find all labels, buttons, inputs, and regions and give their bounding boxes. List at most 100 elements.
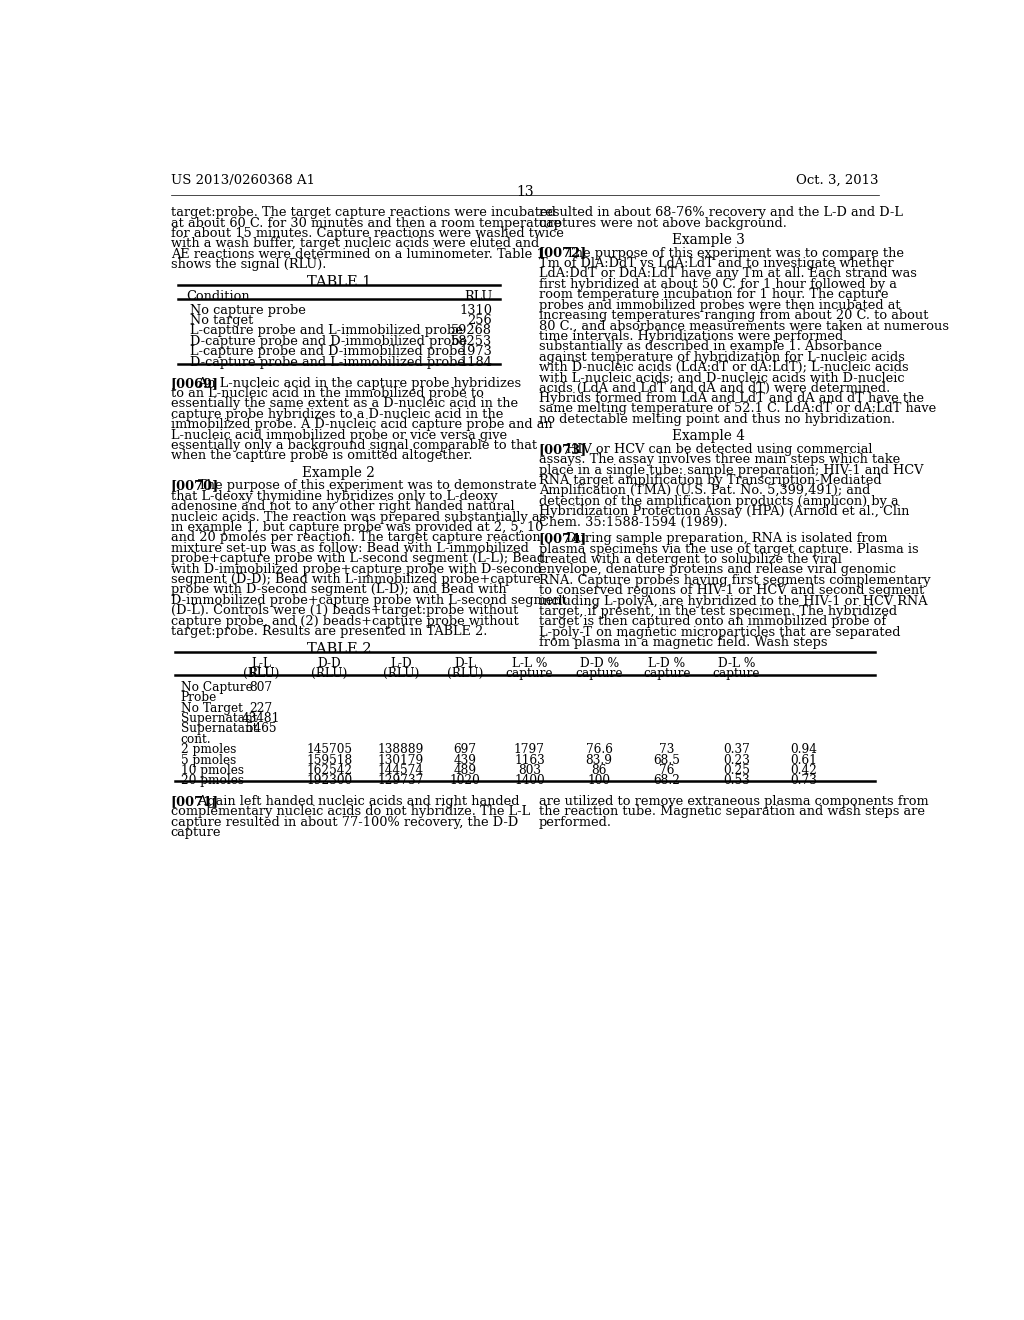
Text: D-L: D-L — [454, 657, 476, 671]
Text: L-L: L-L — [251, 657, 271, 671]
Text: L-nucleic acid immobilized probe or vice versa give: L-nucleic acid immobilized probe or vice… — [171, 429, 507, 442]
Text: capture probe, and (2) beads+capture probe without: capture probe, and (2) beads+capture pro… — [171, 615, 518, 627]
Text: 159518: 159518 — [306, 754, 352, 767]
Text: Hybridization Protection Assay (HPA) (Arnold et al., Clin: Hybridization Protection Assay (HPA) (Ar… — [539, 506, 909, 519]
Text: to an L-nucleic acid in the immobilized probe to: to an L-nucleic acid in the immobilized … — [171, 387, 483, 400]
Text: 68.2: 68.2 — [653, 775, 680, 788]
Text: L-poly-T on magnetic microparticles that are separated: L-poly-T on magnetic microparticles that… — [539, 626, 900, 639]
Text: 256: 256 — [468, 314, 493, 327]
Text: D-capture probe and D-immobilized probe: D-capture probe and D-immobilized probe — [190, 335, 467, 347]
Text: 129737: 129737 — [378, 775, 424, 788]
Text: D-L %: D-L % — [718, 657, 755, 671]
Text: [0072]: [0072] — [539, 247, 587, 260]
Text: place in a single tube: sample preparation; HIV-1 and HCV: place in a single tube: sample preparati… — [539, 463, 923, 477]
Text: from plasma in a magnetic field. Wash steps: from plasma in a magnetic field. Wash st… — [539, 636, 827, 649]
Text: No Target: No Target — [180, 702, 243, 714]
Text: An L-nucleic acid in the capture probe hybridizes: An L-nucleic acid in the capture probe h… — [194, 376, 521, 389]
Text: 83.9: 83.9 — [586, 754, 612, 767]
Text: room temperature incubation for 1 hour. The capture: room temperature incubation for 1 hour. … — [539, 288, 888, 301]
Text: envelope, denature proteins and release viral genomic: envelope, denature proteins and release … — [539, 564, 896, 577]
Text: Example 2: Example 2 — [302, 466, 375, 480]
Text: target:probe. Results are presented in TABLE 2.: target:probe. Results are presented in T… — [171, 626, 487, 638]
Text: the reaction tube. Magnetic separation and wash steps are: the reaction tube. Magnetic separation a… — [539, 805, 925, 818]
Text: probe with D-second segment (L-D); and Bead with: probe with D-second segment (L-D); and B… — [171, 583, 506, 597]
Text: RNA. Capture probes having first segments complementary: RNA. Capture probes having first segment… — [539, 574, 931, 587]
Text: adenosine and not to any other right handed natural: adenosine and not to any other right han… — [171, 500, 514, 513]
Text: 0.23: 0.23 — [723, 754, 750, 767]
Text: No Capture: No Capture — [180, 681, 253, 694]
Text: no detectable melting point and thus no hybridization.: no detectable melting point and thus no … — [539, 413, 895, 426]
Text: target, if present, in the test specimen. The hybridized: target, if present, in the test specimen… — [539, 605, 897, 618]
Text: (RLU): (RLU) — [311, 667, 348, 680]
Text: same melting temperature of 52.1 C. LdA:dT or dA:LdT have: same melting temperature of 52.1 C. LdA:… — [539, 403, 936, 416]
Text: time intervals. Hybridizations were performed: time intervals. Hybridizations were perf… — [539, 330, 843, 343]
Text: first hybridized at about 50 C. for 1 hour followed by a: first hybridized at about 50 C. for 1 ho… — [539, 277, 897, 290]
Text: 145705: 145705 — [306, 743, 352, 756]
Text: L-capture probe and D-immobilized probe: L-capture probe and D-immobilized probe — [190, 345, 465, 358]
Text: 227: 227 — [250, 702, 273, 714]
Text: Hybrids formed from LdA and LdT and dA and dT have the: Hybrids formed from LdA and LdT and dA a… — [539, 392, 924, 405]
Text: 73: 73 — [658, 743, 675, 756]
Text: 1184: 1184 — [459, 355, 493, 368]
Text: capture: capture — [171, 826, 221, 840]
Text: substantially as described in example 1. Absorbance: substantially as described in example 1.… — [539, 341, 882, 354]
Text: acids (LdA and LdT and dA and dT) were determined.: acids (LdA and LdT and dA and dT) were d… — [539, 381, 890, 395]
Text: [0070]: [0070] — [171, 479, 219, 492]
Text: cont.: cont. — [180, 733, 211, 746]
Text: (RLU): (RLU) — [243, 667, 280, 680]
Text: (RLU): (RLU) — [383, 667, 419, 680]
Text: HIV or HCV can be detected using commercial: HIV or HCV can be detected using commerc… — [562, 444, 872, 455]
Text: [0074]: [0074] — [539, 532, 587, 545]
Text: with L-nucleic acids; and D-nucleic acids with D-nucleic: with L-nucleic acids; and D-nucleic acid… — [539, 371, 904, 384]
Text: essentially only a background signal comparable to that: essentially only a background signal com… — [171, 440, 537, 451]
Text: 1310: 1310 — [459, 304, 493, 317]
Text: D-D: D-D — [317, 657, 341, 671]
Text: 13: 13 — [516, 185, 534, 199]
Text: plasma specimens via the use of target capture. Plasma is: plasma specimens via the use of target c… — [539, 543, 919, 556]
Text: TABLE 2: TABLE 2 — [306, 642, 371, 656]
Text: The purpose of this experiment was to compare the: The purpose of this experiment was to co… — [562, 247, 904, 260]
Text: resulted in about 68-76% recovery and the L-D and D-L: resulted in about 68-76% recovery and th… — [539, 206, 902, 219]
Text: 5 pmoles: 5 pmoles — [180, 754, 236, 767]
Text: target is then captured onto an immobilized probe of: target is then captured onto an immobili… — [539, 615, 886, 628]
Text: L-L %: L-L % — [512, 657, 547, 671]
Text: RLU: RLU — [464, 290, 493, 304]
Text: [0073]: [0073] — [539, 444, 587, 455]
Text: segment (D-D); Bead with L-immobilized probe+capture: segment (D-D); Bead with L-immobilized p… — [171, 573, 541, 586]
Text: essentially the same extent as a D-nucleic acid in the: essentially the same extent as a D-nucle… — [171, 397, 518, 411]
Text: with D-nucleic acids (LdA:dT or dA:LdT); L-nucleic acids: with D-nucleic acids (LdA:dT or dA:LdT);… — [539, 360, 908, 374]
Text: increasing temperatures ranging from about 20 C. to about: increasing temperatures ranging from abo… — [539, 309, 928, 322]
Text: [0071]: [0071] — [171, 795, 219, 808]
Text: 1400: 1400 — [514, 775, 545, 788]
Text: assays. The assay involves three main steps which take: assays. The assay involves three main st… — [539, 453, 900, 466]
Text: 58253: 58253 — [451, 335, 493, 347]
Text: complementary nucleic acids do not hybridize. The L-L: complementary nucleic acids do not hybri… — [171, 805, 529, 818]
Text: LdA:DdT or DdA:LdT have any Tm at all. Each strand was: LdA:DdT or DdA:LdT have any Tm at all. E… — [539, 268, 916, 280]
Text: D-immobilized probe+capture probe with L-second segment: D-immobilized probe+capture probe with L… — [171, 594, 566, 607]
Text: Condition: Condition — [186, 290, 250, 304]
Text: [0069]: [0069] — [171, 376, 219, 389]
Text: probe+capture probe with L-second segment (L-L); Bead: probe+capture probe with L-second segmen… — [171, 552, 545, 565]
Text: Again left handed nucleic acids and right handed: Again left handed nucleic acids and righ… — [194, 795, 519, 808]
Text: detection of the amplification products (amplicon) by a: detection of the amplification products … — [539, 495, 898, 508]
Text: TABLE 1: TABLE 1 — [306, 275, 371, 289]
Text: 803: 803 — [518, 764, 541, 777]
Text: 1797: 1797 — [514, 743, 545, 756]
Text: mixture set-up was as follow: Bead with L-immobilized: mixture set-up was as follow: Bead with … — [171, 543, 528, 554]
Text: 43481: 43481 — [242, 711, 281, 725]
Text: L-D %: L-D % — [648, 657, 685, 671]
Text: 2 pmoles: 2 pmoles — [180, 743, 237, 756]
Text: Amplification (TMA) (U.S. Pat. No. 5,399,491); and: Amplification (TMA) (U.S. Pat. No. 5,399… — [539, 484, 870, 498]
Text: 0.53: 0.53 — [723, 775, 750, 788]
Text: (D-L). Controls were (1) beads+target:probe without: (D-L). Controls were (1) beads+target:pr… — [171, 605, 518, 618]
Text: 59268: 59268 — [452, 325, 493, 338]
Text: 100: 100 — [588, 775, 610, 788]
Text: 20 pmoles: 20 pmoles — [180, 775, 244, 788]
Text: 76.6: 76.6 — [586, 743, 612, 756]
Text: and 20 pmoles per reaction. The target capture reaction: and 20 pmoles per reaction. The target c… — [171, 532, 541, 544]
Text: Example 3: Example 3 — [672, 234, 744, 247]
Text: 1973: 1973 — [460, 345, 493, 358]
Text: 0.73: 0.73 — [791, 775, 817, 788]
Text: 10 pmoles: 10 pmoles — [180, 764, 244, 777]
Text: capture: capture — [643, 667, 690, 680]
